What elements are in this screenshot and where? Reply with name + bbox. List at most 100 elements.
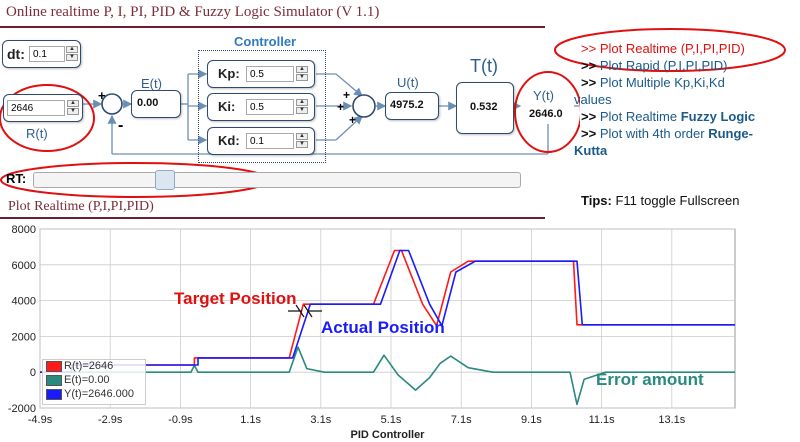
legend-label: Y(t)=2646.000 [64, 388, 135, 400]
tips-text: F11 toggle Fullscreen [615, 193, 740, 208]
u-display: 4975.2 [385, 92, 439, 120]
menu-item-plot-realtime[interactable]: >> Plot Realtime (P,I,PI,PID) [581, 40, 791, 57]
sum2-plus-bottom: + [349, 113, 357, 127]
title-divider [0, 26, 545, 28]
x-tick-label: 1.1s [240, 414, 261, 426]
r-label: R(t) [26, 126, 48, 141]
actual-position-annotation: Actual Position [321, 318, 445, 337]
series-line-e [40, 346, 735, 406]
menu-item-label: Plot Multiple Kp,Ki,Kd [599, 75, 725, 90]
series-line-y [40, 249, 735, 373]
sum-minus-sign: - [118, 117, 124, 134]
setpoint-control: 2646 ▲ ▼ [3, 94, 83, 122]
menu-item-plot-fuzzy[interactable]: >> Plot Realtime Fuzzy Logic [581, 108, 791, 125]
menu-item-bold: Runge- [708, 126, 753, 141]
kp-block: Kp: 0.5 ▲ ▼ [207, 60, 315, 88]
rt-label: RT: [6, 171, 27, 186]
menu-arrow: >> [581, 41, 597, 56]
ki-increment-button[interactable]: ▲ [296, 99, 308, 106]
x-tick-label: 3.1s [310, 414, 331, 426]
error-amount-annotation: Error amount [596, 370, 704, 389]
x-tick-label: 13.1s [658, 414, 685, 426]
ki-block: Ki: 0.5 ▲ ▼ [207, 93, 315, 121]
dt-decrement-button[interactable]: ▼ [66, 54, 78, 61]
legend-swatch [46, 388, 62, 400]
error-value: 0.00 [137, 97, 159, 109]
tips-label: Tips: [581, 193, 612, 208]
menu-arrow: >> [581, 58, 597, 73]
sum2-plus-top: + [343, 88, 351, 102]
rt-slider-thumb[interactable] [155, 170, 176, 190]
plant-block: 0.532 [456, 82, 514, 134]
x-tick-label: -2.9s [98, 414, 123, 426]
y-tick-label: 4000 [12, 296, 36, 308]
legend-label: R(t)=2646 [64, 360, 114, 372]
y-tick-label: -2000 [8, 403, 36, 415]
x-tick-label: 7.1s [451, 414, 472, 426]
legend-item-y: Y(t)=2646.000 [46, 388, 134, 400]
block-diagram-wiring [0, 69, 580, 198]
x-tick-label: -4.9s [28, 414, 53, 426]
menu-arrow: >> [581, 109, 597, 124]
plot-menu: >> Plot Realtime (P,I,PI,PID) >> Plot Ra… [574, 40, 791, 159]
page-title: Online realtime P, I, PI, PID & Fuzzy Lo… [6, 4, 380, 20]
menu-item-plot-rapid[interactable]: >> Plot Rapid (P,I,PI,PID) [581, 57, 791, 74]
x-tick-label: -0.9s [168, 414, 193, 426]
menu-item-label: Plot with 4th order [599, 126, 709, 141]
kd-block: Kd: 0.1 ▲ ▼ [207, 127, 315, 155]
setpoint-increment-button[interactable]: ▲ [67, 100, 79, 107]
dt-input[interactable]: 0.1 [29, 46, 65, 62]
x-tick-label: 5.1s [381, 414, 402, 426]
menu-item-bold: Kutta [574, 143, 608, 158]
controller-group [198, 50, 326, 163]
setpoint-input[interactable]: 2646 [7, 100, 65, 116]
setpoint-decrement-button[interactable]: ▼ [67, 108, 79, 115]
menu-item-label: Plot Realtime (P,I,PI,PID) [599, 41, 745, 56]
y-value: 2646.0 [529, 108, 563, 120]
menu-item-plot-multiple-cont[interactable]: values [574, 91, 791, 108]
u-value: 4975.2 [390, 99, 424, 111]
controller-label: Controller [234, 34, 297, 49]
menu-item-plot-runge-kutta[interactable]: >> Plot with 4th order Runge- [581, 125, 791, 142]
kd-input[interactable]: 0.1 [246, 133, 294, 149]
kp-decrement-button[interactable]: ▼ [296, 74, 308, 81]
pointer-marks [288, 304, 322, 318]
dt-control: dt: 0.1 ▲ ▼ [2, 40, 81, 68]
menu-item-label: Plot Realtime [599, 109, 681, 124]
legend-item-r: R(t)=2646 [46, 360, 113, 372]
sum2-plus-left: + [337, 100, 345, 114]
y-label: Y(t) [533, 88, 554, 103]
legend-label: E(t)=0.00 [64, 374, 110, 386]
menu-item-plot-runge-kutta-cont[interactable]: Kutta [574, 142, 791, 159]
t-value: 0.532 [470, 101, 498, 113]
rt-slider-track[interactable] [33, 170, 521, 190]
plot-area [39, 228, 736, 409]
kp-increment-button[interactable]: ▲ [296, 66, 308, 73]
u-label: U(t) [397, 75, 419, 90]
realtime-chart: -2000 0 2000 4000 6000 8000 -4.9s -2.9s -0.9s 1.… [8, 224, 736, 441]
plot-section-title: Plot Realtime (P,I,PI,PID) [8, 199, 154, 214]
kd-increment-button[interactable]: ▲ [296, 133, 308, 140]
legend-item-e: E(t)=0.00 [46, 374, 110, 386]
dt-increment-button[interactable]: ▲ [66, 46, 78, 53]
kp-input[interactable]: 0.5 [246, 66, 294, 82]
legend-swatch [46, 374, 62, 386]
ki-input[interactable]: 0.5 [246, 99, 294, 115]
y-tick-label: 2000 [12, 331, 36, 343]
ki-decrement-button[interactable]: ▼ [296, 107, 308, 114]
error-display: 0.00 [131, 90, 181, 118]
menu-arrow: >> [581, 75, 597, 90]
kd-decrement-button[interactable]: ▼ [296, 141, 308, 148]
dt-label: dt: [7, 46, 25, 62]
e-label: E(t) [141, 76, 162, 91]
x-axis-label: PID Controller [351, 429, 426, 441]
menu-item-plot-multiple[interactable]: >> Plot Multiple Kp,Ki,Kd [581, 74, 791, 91]
target-position-annotation: Target Position [174, 289, 297, 308]
y-tick-label: 6000 [12, 260, 36, 272]
x-tick-label: 9.1s [521, 414, 542, 426]
menu-item-label: Plot Rapid (P,I,PI,PID) [599, 58, 728, 73]
menu-arrow: >> [581, 126, 597, 141]
chart-legend: R(t)=2646 E(t)=0.00 Y(t)=2646.000 [42, 359, 146, 405]
ki-label: Ki: [218, 99, 236, 114]
kp-label: Kp: [218, 66, 240, 81]
